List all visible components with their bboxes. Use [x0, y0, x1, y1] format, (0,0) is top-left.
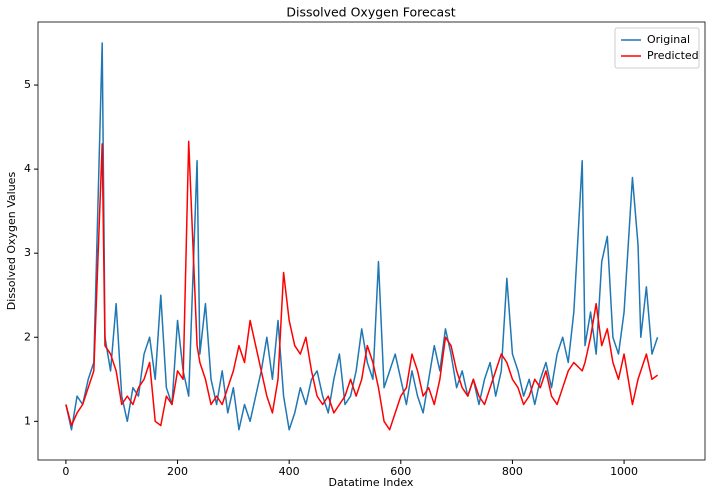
x-tick-label: 1000 — [610, 465, 638, 478]
x-tick-label: 0 — [62, 465, 69, 478]
y-tick-label: 2 — [24, 330, 31, 343]
y-tick-label: 4 — [24, 162, 31, 175]
y-tick-label: 1 — [24, 414, 31, 427]
x-tick-label: 200 — [167, 465, 188, 478]
x-tick-label: 800 — [502, 465, 523, 478]
data-line — [65, 140, 659, 431]
y-axis-label: Dissolved Oxygen Values — [5, 172, 18, 311]
chart-title: Dissolved Oxygen Forecast — [286, 5, 455, 20]
plot-frame — [37, 21, 706, 461]
y-tick-label: 3 — [24, 246, 31, 259]
x-tick-label: 400 — [279, 465, 300, 478]
legend-box — [614, 27, 700, 69]
x-axis-label: Datatime Index — [329, 476, 414, 489]
legend-label: Predicted — [647, 49, 699, 62]
y-tick-label: 5 — [24, 78, 31, 91]
x-tick-label: 600 — [390, 465, 411, 478]
data-line — [65, 42, 659, 431]
legend-label: Original — [647, 33, 690, 46]
